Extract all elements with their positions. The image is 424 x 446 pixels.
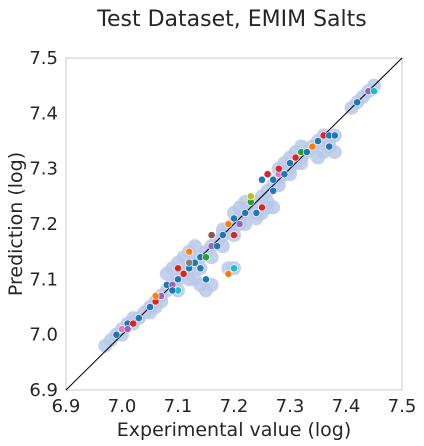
data-point-26 [241,209,250,217]
data-point-20 [213,242,222,251]
data-point-25 [235,220,244,228]
data-points [112,87,378,339]
data-point-24 [230,214,238,223]
x-tick-label-1: 7.0 [108,396,137,417]
data-point-21 [218,231,227,239]
y-axis-label: Prediction (log) [5,152,27,296]
x-axis-label: Experimental value (log) [117,419,351,441]
y-tick-label-5: 7.4 [29,103,58,124]
data-point-22 [224,220,233,228]
data-point-5 [146,303,154,311]
data-point-10 [174,275,182,284]
data-point-18 [202,275,210,284]
band-point-48 [204,250,219,265]
y-tick-label-4: 7.3 [29,159,58,180]
data-point-58 [123,325,132,334]
x-axis-ticks: 6.9 7.0 7.1 7.2 7.3 7.4 7.5 [52,396,417,417]
data-point-39 [302,148,311,156]
data-point-37 [291,153,300,162]
data-point-47 [370,87,378,96]
data-point-36 [286,159,294,168]
band-point-49 [215,239,230,254]
data-point-30 [258,203,266,212]
data-point-57 [151,292,160,300]
data-point-41 [314,137,322,145]
y-tick-label-6: 7.5 [29,48,58,69]
y-tick-label-1: 7.0 [29,325,58,346]
x-tick-label-5: 7.4 [332,396,361,417]
data-point-50 [168,286,177,295]
data-point-35 [280,170,289,179]
data-point-48 [224,269,233,278]
x-tick-label-6: 7.5 [388,396,417,417]
band-point-55 [283,167,297,182]
x-tick-label-2: 7.1 [164,396,193,417]
x-tick-label-3: 7.2 [220,396,249,417]
prediction-band [98,78,381,353]
data-point-14 [185,247,194,256]
plot-frame [65,57,403,391]
data-point-59 [207,231,216,239]
identity-reference-line [65,57,403,391]
x-tick-label-0: 6.9 [52,396,81,417]
data-point-40 [308,142,317,151]
data-point-3 [129,319,138,328]
data-point-33 [269,175,278,184]
data-point-56 [325,142,334,151]
data-point-0 [112,330,121,339]
data-point-44 [330,131,339,140]
y-tick-label-3: 7.2 [29,214,58,235]
data-point-4 [134,314,143,322]
data-point-12 [179,269,188,278]
data-point-32 [263,170,272,179]
data-point-49 [230,264,238,273]
y-tick-label-2: 7.1 [29,269,58,290]
data-point-45 [353,98,362,107]
data-point-17 [202,253,210,262]
data-point-29 [252,209,261,217]
data-point-23 [230,231,238,239]
data-point-28 [246,192,255,201]
data-point-31 [258,175,266,184]
chart-title: Test Dataset, EMIM Salts [96,7,366,32]
band-point-68 [266,200,281,215]
data-point-52 [196,264,205,273]
x-tick-label-4: 7.3 [276,396,305,417]
y-tick-label-0: 6.9 [29,380,58,401]
data-point-51 [174,264,182,273]
data-point-54 [269,186,278,195]
data-point-55 [274,164,283,173]
data-point-53 [185,258,194,267]
y-axis-ticks: 6.9 7.0 7.1 7.2 7.3 7.4 7.5 [29,48,58,401]
